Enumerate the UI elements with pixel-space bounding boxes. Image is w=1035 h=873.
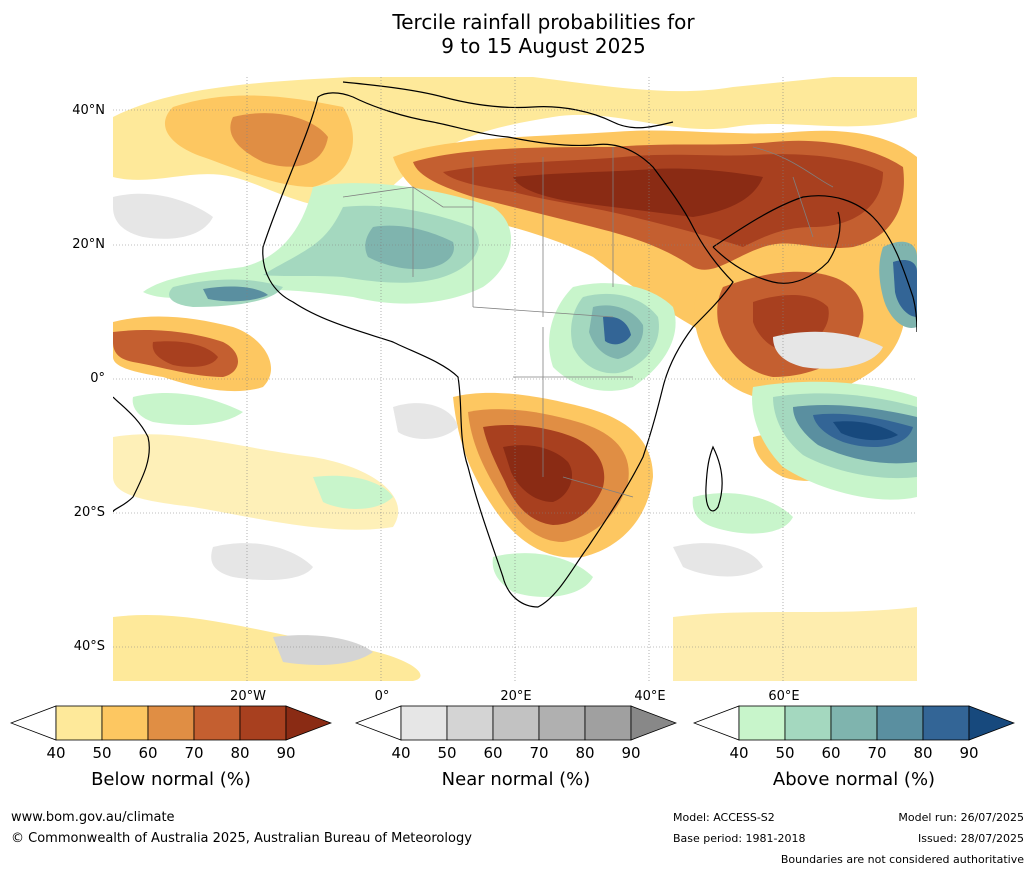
probability-map — [112, 77, 918, 681]
tick-label: 60 — [483, 744, 503, 762]
colorbar-segment — [193, 705, 241, 741]
website-text: www.bom.gov.au/climate — [11, 810, 175, 825]
tick-label: 40 — [391, 744, 411, 762]
colorbar-segment — [630, 705, 677, 741]
near-normal-colorbar — [355, 705, 677, 741]
tick-label: 50 — [92, 744, 112, 762]
model-run-text: Model run: 26/07/2025 — [898, 811, 1024, 824]
title-line-2: 9 to 15 August 2025 — [441, 34, 646, 58]
tick-label: 90 — [959, 744, 979, 762]
tick-label: 80 — [575, 744, 595, 762]
colorbar-segment — [538, 705, 586, 741]
tick-label: 40 — [729, 744, 749, 762]
colorbar-segment — [968, 705, 1015, 741]
below-normal-colorbar — [10, 705, 332, 741]
colorbar-segment — [55, 705, 103, 741]
lat-label-40n: 40°N — [72, 103, 105, 118]
near-normal-label: Near normal (%) — [441, 769, 591, 790]
lon-label-20e: 20°E — [500, 689, 532, 704]
lat-label-0: 0° — [90, 371, 105, 386]
above-normal-colorbar — [693, 705, 1015, 741]
colorbar-segment — [147, 705, 195, 741]
copyright-text: © Commonwealth of Australia 2025, Austra… — [11, 831, 472, 846]
tick-label: 50 — [775, 744, 795, 762]
lon-label-60e: 60°E — [768, 689, 800, 704]
colorbar-segment — [101, 705, 149, 741]
colorbar-segment — [830, 705, 878, 741]
colorbar-segment — [400, 705, 448, 741]
lat-label-20s: 20°S — [73, 505, 105, 520]
colorbar-segment — [10, 705, 57, 741]
map-title: Tercile rainfall probabilities for 9 to … — [0, 10, 1035, 58]
tick-label: 70 — [184, 744, 204, 762]
lat-label-40s: 40°S — [73, 639, 105, 654]
coastlines — [112, 81, 918, 608]
base-period-text: Base period: 1981-2018 — [673, 832, 806, 845]
colorbar-segment — [446, 705, 494, 741]
colorbar-segment — [492, 705, 540, 741]
colorbar-segment — [922, 705, 970, 741]
near-normal-regions — [113, 193, 883, 665]
country-borders — [342, 146, 834, 498]
model-text: Model: ACCESS-S2 — [673, 811, 775, 824]
colorbar-segment — [584, 705, 632, 741]
tick-label: 40 — [46, 744, 66, 762]
lon-label-0: 0° — [374, 689, 390, 704]
colorbar-segment — [239, 705, 287, 741]
colorbar-segment — [285, 705, 332, 741]
above-normal-regions — [132, 183, 917, 597]
issued-text: Issued: 28/07/2025 — [917, 832, 1024, 845]
tick-label: 90 — [621, 744, 641, 762]
colorbar-segment — [876, 705, 924, 741]
tick-label: 50 — [437, 744, 457, 762]
colorbar-segment — [693, 705, 740, 741]
title-line-1: Tercile rainfall probabilities for — [392, 10, 695, 34]
colorbar-segment — [738, 705, 786, 741]
tick-label: 80 — [913, 744, 933, 762]
lat-label-20n: 20°N — [72, 237, 105, 252]
above-normal-label: Above normal (%) — [772, 769, 936, 790]
tick-label: 60 — [821, 744, 841, 762]
below-normal-label: Below normal (%) — [91, 769, 251, 790]
tick-label: 70 — [867, 744, 887, 762]
lon-label-40e: 40°E — [634, 689, 666, 704]
disclaimer-text: Boundaries are not considered authoritat… — [780, 853, 1024, 866]
tick-label: 90 — [276, 744, 296, 762]
gridlines — [113, 77, 917, 681]
tick-label: 60 — [138, 744, 158, 762]
colorbar-segment — [355, 705, 402, 741]
lon-label-20w: 20°W — [230, 689, 266, 704]
colorbar-segment — [784, 705, 832, 741]
tick-label: 70 — [529, 744, 549, 762]
tick-label: 80 — [230, 744, 250, 762]
